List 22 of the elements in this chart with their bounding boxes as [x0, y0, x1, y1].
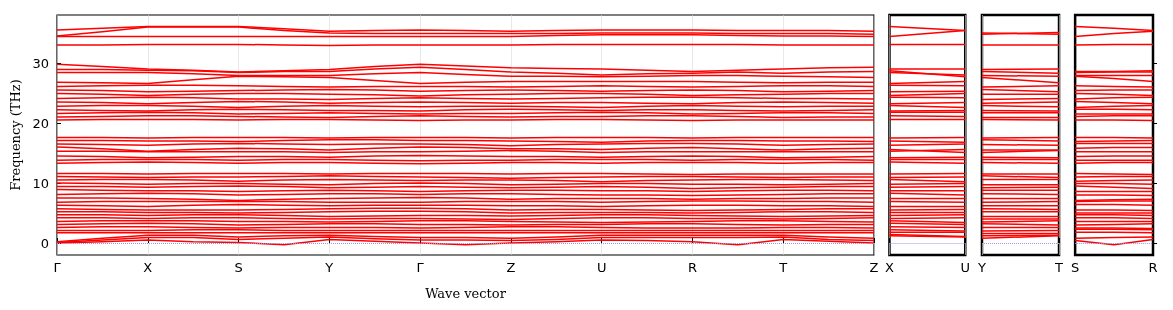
y-tick-label: 0	[40, 235, 49, 251]
x-tick-label: U	[596, 260, 607, 275]
x-tick-label: X	[143, 260, 153, 275]
x-tick-label: R	[1148, 260, 1158, 275]
y-tick-label: 20	[32, 115, 49, 131]
x-tick-label: T	[778, 260, 788, 275]
x-tick-label: Z	[869, 260, 879, 275]
x-tick-label: S	[1070, 260, 1080, 275]
x-tick-label: Γ	[416, 260, 425, 275]
y-tick-label: 30	[32, 55, 49, 71]
x-tick-label: R	[687, 260, 697, 275]
y-tick-label: 10	[32, 175, 49, 191]
x-tick-label: X	[885, 260, 894, 275]
x-tick-label: U	[960, 260, 970, 275]
x-tick-label: Γ	[53, 260, 62, 275]
x-tick-label: Y	[324, 260, 334, 275]
y-axis-title: Frequency (THz)	[7, 79, 23, 191]
x-tick-label: S	[234, 260, 243, 275]
x-tick-label: Y	[976, 260, 986, 275]
x-tick-label: Z	[506, 260, 516, 275]
x-axis-title: Wave vector	[425, 286, 507, 301]
x-tick-label: T	[1054, 260, 1064, 275]
